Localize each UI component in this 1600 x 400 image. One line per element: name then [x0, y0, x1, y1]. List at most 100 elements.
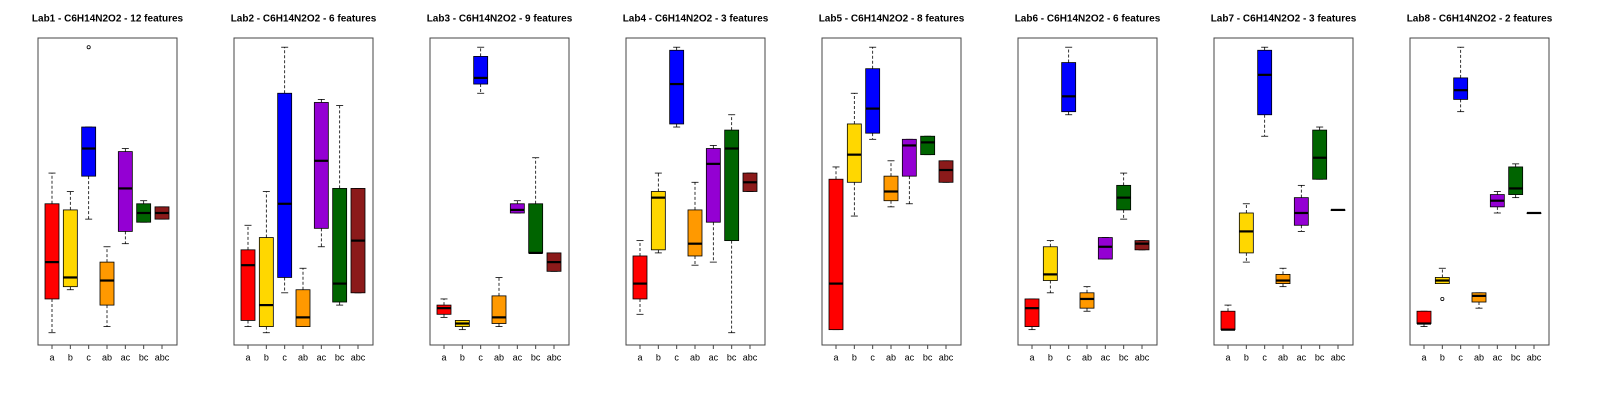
x-tick-label: ac [1101, 352, 1111, 362]
box [828, 178, 844, 331]
x-tick-label: bc [139, 352, 149, 362]
box [1061, 62, 1077, 113]
x-tick-label: c [674, 352, 679, 362]
panel-title: Lab8 - C6H14N2O2 - 2 features [1407, 14, 1553, 25]
box [1079, 292, 1095, 309]
box [901, 138, 917, 177]
x-tick-label: abc [547, 352, 562, 362]
box [277, 92, 293, 278]
x-tick-label: a [833, 352, 838, 362]
box [1024, 298, 1040, 327]
x-tick-label: abc [1135, 352, 1150, 362]
x-tick-label: a [49, 352, 54, 362]
x-tick-label: ac [121, 352, 131, 362]
x-tick-label: ab [690, 352, 700, 362]
x-tick-label: bc [923, 352, 933, 362]
outlier [1440, 296, 1445, 301]
x-tick-label: a [441, 352, 446, 362]
x-tick-label: b [1048, 352, 1053, 362]
box [1220, 310, 1236, 331]
box [865, 68, 881, 134]
x-tick-label: ac [1297, 352, 1307, 362]
x-tick-label: c [1066, 352, 1071, 362]
x-tick-label: bc [1119, 352, 1129, 362]
x-tick-label: ab [494, 352, 504, 362]
x-tick-label: a [245, 352, 250, 362]
box [883, 175, 899, 202]
box [1042, 246, 1058, 281]
x-tick-label: b [264, 352, 269, 362]
box [473, 56, 489, 85]
x-tick-label: a [637, 352, 642, 362]
box [938, 160, 954, 183]
x-tick-label: c [86, 352, 91, 362]
x-tick-label: abc [743, 352, 758, 362]
x-tick-label: c [282, 352, 287, 362]
x-tick-label: abc [1331, 352, 1346, 362]
x-tick-label: abc [939, 352, 954, 362]
x-tick-label: bc [1315, 352, 1325, 362]
panel-title: Lab3 - C6H14N2O2 - 9 features [427, 14, 573, 25]
x-tick-label: ab [886, 352, 896, 362]
panel-title: Lab5 - C6H14N2O2 - 8 features [819, 14, 965, 25]
x-tick-label: b [656, 352, 661, 362]
panel-title: Lab6 - C6H14N2O2 - 6 features [1015, 14, 1161, 25]
x-tick-label: ac [709, 352, 719, 362]
box [1471, 292, 1487, 303]
x-tick-label: ab [1082, 352, 1092, 362]
box [62, 209, 78, 288]
box [258, 237, 274, 327]
x-tick-label: b [68, 352, 73, 362]
box [920, 135, 936, 156]
panel-title: Lab7 - C6H14N2O2 - 3 features [1211, 14, 1357, 25]
x-tick-label: ab [102, 352, 112, 362]
box [117, 151, 133, 232]
box [509, 203, 525, 214]
x-tick-label: a [1421, 352, 1426, 362]
box [99, 261, 115, 306]
x-tick-label: c [1458, 352, 1463, 362]
box [295, 289, 311, 327]
box [332, 188, 348, 303]
x-tick-label: bc [531, 352, 541, 362]
box [687, 209, 703, 257]
box [81, 126, 97, 177]
x-tick-label: ac [1493, 352, 1503, 362]
x-tick-label: b [1440, 352, 1445, 362]
panel-title: Lab2 - C6H14N2O2 - 6 features [231, 14, 377, 25]
box [240, 249, 256, 321]
box [632, 255, 648, 300]
box [1416, 310, 1432, 324]
box [669, 49, 685, 125]
box [1097, 237, 1113, 260]
box [1312, 129, 1328, 180]
box [1275, 273, 1291, 285]
outlier [86, 45, 91, 50]
box [1453, 77, 1469, 100]
x-tick-label: c [870, 352, 875, 362]
x-tick-label: bc [1511, 352, 1521, 362]
panel-title: Lab4 - C6H14N2O2 - 3 features [623, 14, 769, 25]
x-tick-label: a [1029, 352, 1034, 362]
box [1508, 166, 1524, 195]
box [528, 203, 544, 254]
box [1134, 240, 1150, 251]
panel-title: Lab1 - C6H14N2O2 - 12 features [32, 14, 184, 25]
x-tick-label: b [852, 352, 857, 362]
x-tick-label: b [460, 352, 465, 362]
x-tick-label: abc [1527, 352, 1542, 362]
box [705, 148, 721, 223]
box [44, 203, 60, 300]
x-tick-label: ac [317, 352, 327, 362]
x-tick-label: ac [905, 352, 915, 362]
x-tick-label: ab [1474, 352, 1484, 362]
box [1293, 197, 1309, 226]
box [436, 304, 452, 315]
x-tick-label: bc [727, 352, 737, 362]
box [846, 123, 862, 183]
x-tick-label: ab [298, 352, 308, 362]
x-tick-label: ac [513, 352, 523, 362]
x-tick-label: bc [335, 352, 345, 362]
box [1238, 212, 1254, 254]
